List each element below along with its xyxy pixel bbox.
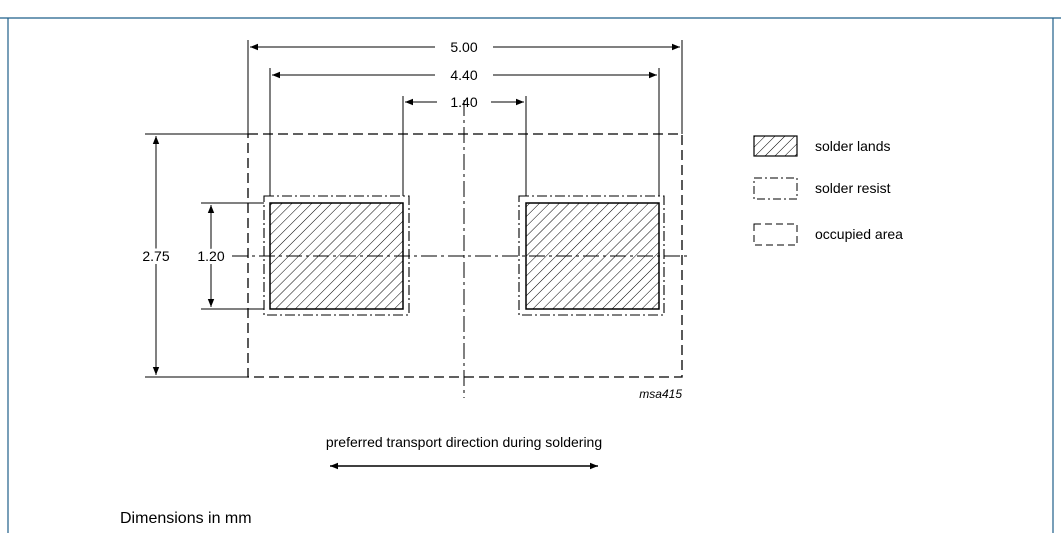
dimension-total-width: 5.00 <box>250 39 680 55</box>
legend: solder lands solder resist occupied area <box>753 135 903 246</box>
dimension-label-total-width: 5.00 <box>450 39 477 55</box>
legend-label-solder-resist: solder resist <box>815 180 891 196</box>
legend-label-solder-lands: solder lands <box>815 138 891 154</box>
dimension-label-total-height: 2.75 <box>142 248 169 264</box>
dimension-land-span: 4.40 <box>272 67 657 83</box>
extension-lines <box>145 40 683 378</box>
transport-direction-note: preferred transport direction during sol… <box>326 434 602 450</box>
dimension-label-gap: 1.40 <box>450 94 477 110</box>
dimension-label-land-height: 1.20 <box>197 248 224 264</box>
dimension-gap: 1.40 <box>405 94 524 110</box>
dimension-land-height: 1.20 <box>194 205 228 307</box>
page-border <box>0 17 1061 533</box>
legend-swatch-solder-lands <box>753 135 798 157</box>
dimension-label-land-span: 4.40 <box>450 67 477 83</box>
legend-label-occupied-area: occupied area <box>815 226 903 242</box>
legend-swatch-solder-resist <box>753 177 798 200</box>
drawing-code: msa415 <box>639 387 682 401</box>
units-note: Dimensions in mm <box>120 510 252 527</box>
dimension-total-height: 2.75 <box>139 136 173 375</box>
legend-swatch-occupied-area <box>753 223 798 246</box>
